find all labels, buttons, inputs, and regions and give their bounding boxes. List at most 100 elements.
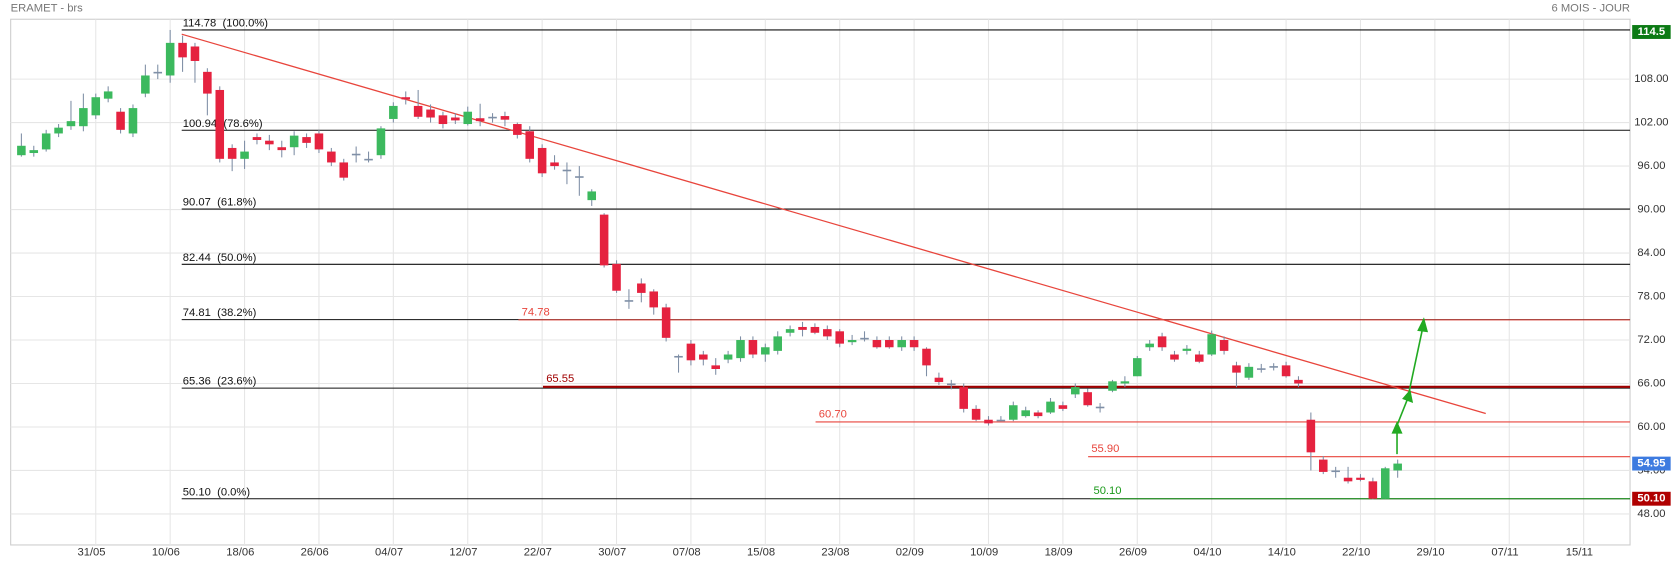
candle-body bbox=[79, 108, 88, 127]
price-tag-label: 50.10 bbox=[1637, 493, 1665, 505]
y-tick-label: 102.00 bbox=[1634, 117, 1668, 129]
candle-body bbox=[897, 340, 906, 348]
candle-body bbox=[17, 145, 26, 156]
candle-body bbox=[463, 111, 473, 125]
candle-body bbox=[364, 158, 373, 161]
candle-body bbox=[736, 340, 745, 359]
x-tick-label: 15/11 bbox=[1566, 546, 1593, 558]
x-tick-label: 22/10 bbox=[1342, 546, 1370, 558]
candle-body bbox=[971, 408, 981, 420]
candle-body bbox=[240, 151, 249, 159]
y-tick-label: 84.00 bbox=[1637, 247, 1665, 259]
candle-body bbox=[165, 42, 175, 76]
x-tick-label: 26/09 bbox=[1119, 546, 1147, 558]
candle-body bbox=[438, 115, 448, 125]
x-tick-label: 07/11 bbox=[1491, 546, 1518, 558]
price-tag bbox=[1632, 491, 1671, 506]
candle-body bbox=[488, 116, 497, 119]
x-tick-label: 23/08 bbox=[821, 546, 849, 558]
x-tick-label: 18/06 bbox=[226, 546, 254, 558]
candle-body bbox=[500, 116, 510, 120]
candle-body bbox=[41, 133, 51, 150]
candle-body bbox=[1108, 381, 1117, 391]
y-tick-label: 108.00 bbox=[1634, 73, 1668, 85]
fibonacci-label: 82.44 (50.0%) bbox=[183, 252, 257, 264]
x-tick-label: 10/06 bbox=[152, 546, 180, 558]
candle-body bbox=[1145, 343, 1154, 348]
candle-body bbox=[1170, 354, 1179, 360]
candle-body bbox=[773, 336, 782, 351]
candle-body bbox=[798, 326, 807, 330]
candle-body bbox=[1393, 463, 1402, 471]
candle-body bbox=[54, 127, 63, 134]
candle-body bbox=[1232, 365, 1241, 373]
candle-body bbox=[116, 111, 125, 130]
candle-body bbox=[289, 135, 299, 148]
fibonacci-label: 114.78 (100.0%) bbox=[183, 18, 269, 30]
price-tag-label: 54.95 bbox=[1637, 458, 1665, 470]
x-tick-label: 12/07 bbox=[449, 546, 477, 558]
candle-body bbox=[426, 109, 435, 118]
projection-arrows bbox=[1391, 317, 1429, 455]
candle-body bbox=[91, 97, 101, 116]
candle-body bbox=[413, 105, 423, 117]
candle-body bbox=[1195, 354, 1204, 362]
candle-body bbox=[1269, 366, 1278, 368]
candle-body bbox=[475, 118, 485, 122]
x-tick-label: 10/09 bbox=[970, 546, 998, 558]
x-tick-label: 04/07 bbox=[375, 546, 403, 558]
candle-body bbox=[860, 337, 869, 340]
candle-body bbox=[1120, 381, 1130, 384]
candle-body bbox=[153, 71, 163, 74]
x-tick-label: 22/07 bbox=[524, 546, 552, 558]
candle-body bbox=[265, 140, 274, 145]
candle-body bbox=[1244, 366, 1254, 378]
plot-area bbox=[10, 18, 1631, 546]
level-label: 74.78 bbox=[522, 306, 550, 318]
candle-body bbox=[252, 137, 262, 140]
candle-body bbox=[649, 291, 659, 308]
fibonacci-label: 50.10 (0.0%) bbox=[183, 486, 251, 498]
fibonacci-label: 65.36 (23.6%) bbox=[183, 376, 257, 388]
candle-body bbox=[1157, 336, 1167, 348]
candle-body bbox=[314, 133, 324, 150]
candle-body bbox=[835, 331, 844, 344]
x-tick-label: 04/10 bbox=[1193, 546, 1221, 558]
candle-body bbox=[587, 191, 597, 201]
arrow-head bbox=[1402, 389, 1414, 404]
candle-body bbox=[748, 340, 758, 355]
candle-body bbox=[612, 263, 621, 291]
candle-body bbox=[823, 329, 832, 337]
arrow bbox=[1407, 327, 1424, 394]
candle-body bbox=[1343, 477, 1353, 482]
y-tick-label: 60.00 bbox=[1637, 421, 1665, 433]
y-tick-label: 78.00 bbox=[1637, 290, 1665, 302]
candle-body bbox=[1058, 405, 1068, 409]
price-tag-label: 114.5 bbox=[1638, 26, 1665, 38]
candle-body bbox=[1009, 405, 1018, 420]
candle-body bbox=[674, 355, 683, 358]
candle-body bbox=[699, 354, 708, 360]
candle-body bbox=[451, 117, 460, 121]
candle-body bbox=[1306, 419, 1316, 453]
candle-body bbox=[215, 89, 225, 159]
candle-body bbox=[934, 377, 944, 383]
candle-body bbox=[227, 147, 237, 159]
level-label: 55.90 bbox=[1091, 443, 1119, 455]
x-tick-label: 30/07 bbox=[598, 546, 626, 558]
candle-body bbox=[1356, 477, 1365, 480]
candle-body bbox=[637, 283, 646, 293]
candle-body bbox=[29, 150, 39, 154]
candle-body bbox=[1368, 481, 1378, 499]
y-tick-label: 72.00 bbox=[1637, 334, 1665, 346]
candle-body bbox=[401, 97, 411, 100]
candle-body bbox=[1046, 401, 1055, 413]
level-label: 60.70 bbox=[819, 408, 847, 420]
candle-body bbox=[190, 46, 200, 61]
candle-body bbox=[723, 354, 733, 360]
fibonacci-label: 90.07 (61.8%) bbox=[183, 197, 257, 209]
fibonacci-label: 74.81 (38.2%) bbox=[183, 307, 257, 319]
candle-body bbox=[178, 42, 187, 58]
candle-body bbox=[761, 347, 770, 355]
